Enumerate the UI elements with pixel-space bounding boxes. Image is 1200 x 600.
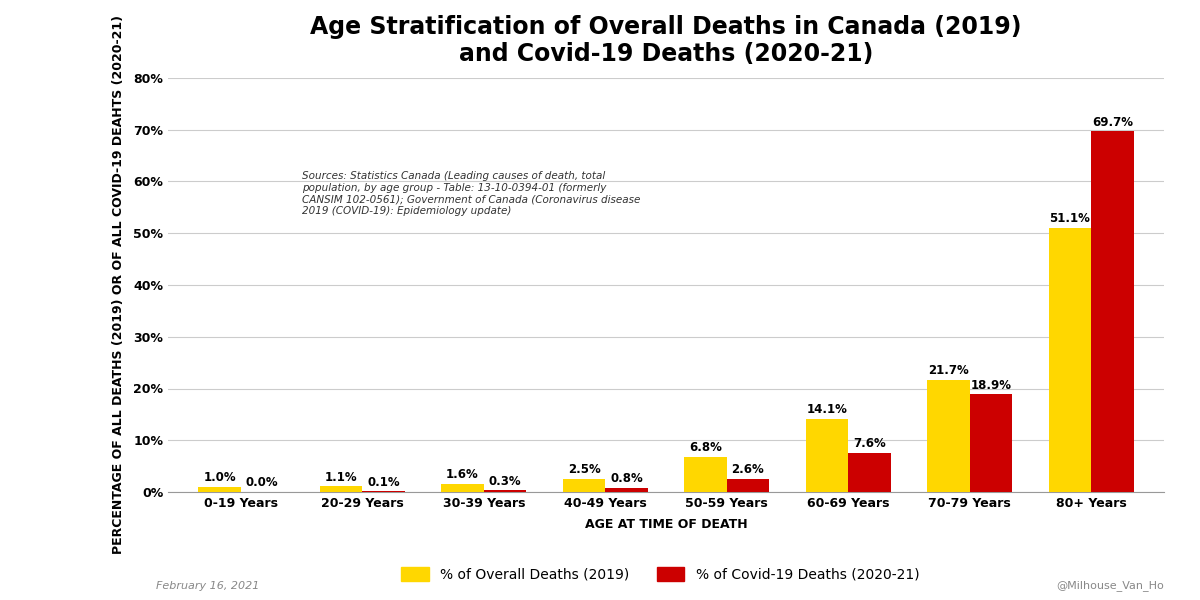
Text: 1.6%: 1.6% (446, 468, 479, 481)
Bar (484, 490, 527, 492)
Text: 51.1%: 51.1% (1050, 212, 1091, 225)
Text: 21.7%: 21.7% (928, 364, 968, 377)
Text: 18.9%: 18.9% (971, 379, 1012, 392)
Text: 1.0%: 1.0% (203, 471, 236, 484)
X-axis label: AGE AT TIME OF DEATH: AGE AT TIME OF DEATH (584, 518, 748, 531)
Bar (563, 479, 605, 492)
Text: 2.6%: 2.6% (732, 463, 764, 476)
Text: @Milhouse_Van_Ho: @Milhouse_Van_Ho (1056, 580, 1164, 591)
Text: 0.3%: 0.3% (488, 475, 521, 488)
Bar (198, 487, 241, 492)
Text: 69.7%: 69.7% (1092, 116, 1133, 129)
Text: 0.8%: 0.8% (610, 472, 643, 485)
Text: 2.5%: 2.5% (568, 463, 600, 476)
Bar (684, 457, 727, 492)
Text: 0.1%: 0.1% (367, 476, 400, 489)
Title: Age Stratification of Overall Deaths in Canada (2019)
and Covid-19 Deaths (2020-: Age Stratification of Overall Deaths in … (311, 14, 1021, 67)
Text: 1.1%: 1.1% (325, 471, 358, 484)
Text: 0.0%: 0.0% (246, 476, 278, 490)
Bar (1049, 227, 1091, 492)
Bar (442, 484, 484, 492)
Text: 7.6%: 7.6% (853, 437, 886, 450)
Bar (605, 488, 648, 492)
Bar (928, 380, 970, 492)
Text: 6.8%: 6.8% (689, 441, 722, 454)
Bar (320, 487, 362, 492)
Bar (848, 452, 890, 492)
Bar (970, 394, 1012, 492)
Text: 14.1%: 14.1% (806, 403, 847, 416)
Text: February 16, 2021: February 16, 2021 (156, 581, 259, 591)
Bar (805, 419, 848, 492)
Bar (1091, 131, 1134, 492)
Y-axis label: PERCENTAGE OF ALL DEATHS (2019) OR OF ALL COVID-19 DEAHTS (2020-21): PERCENTAGE OF ALL DEATHS (2019) OR OF AL… (112, 16, 125, 554)
Text: Sources: Statistics Canada (Leading causes of death, total
population, by age gr: Sources: Statistics Canada (Leading caus… (301, 171, 640, 216)
Bar (727, 479, 769, 492)
Legend: % of Overall Deaths (2019), % of Covid-19 Deaths (2020-21): % of Overall Deaths (2019), % of Covid-1… (395, 561, 925, 587)
